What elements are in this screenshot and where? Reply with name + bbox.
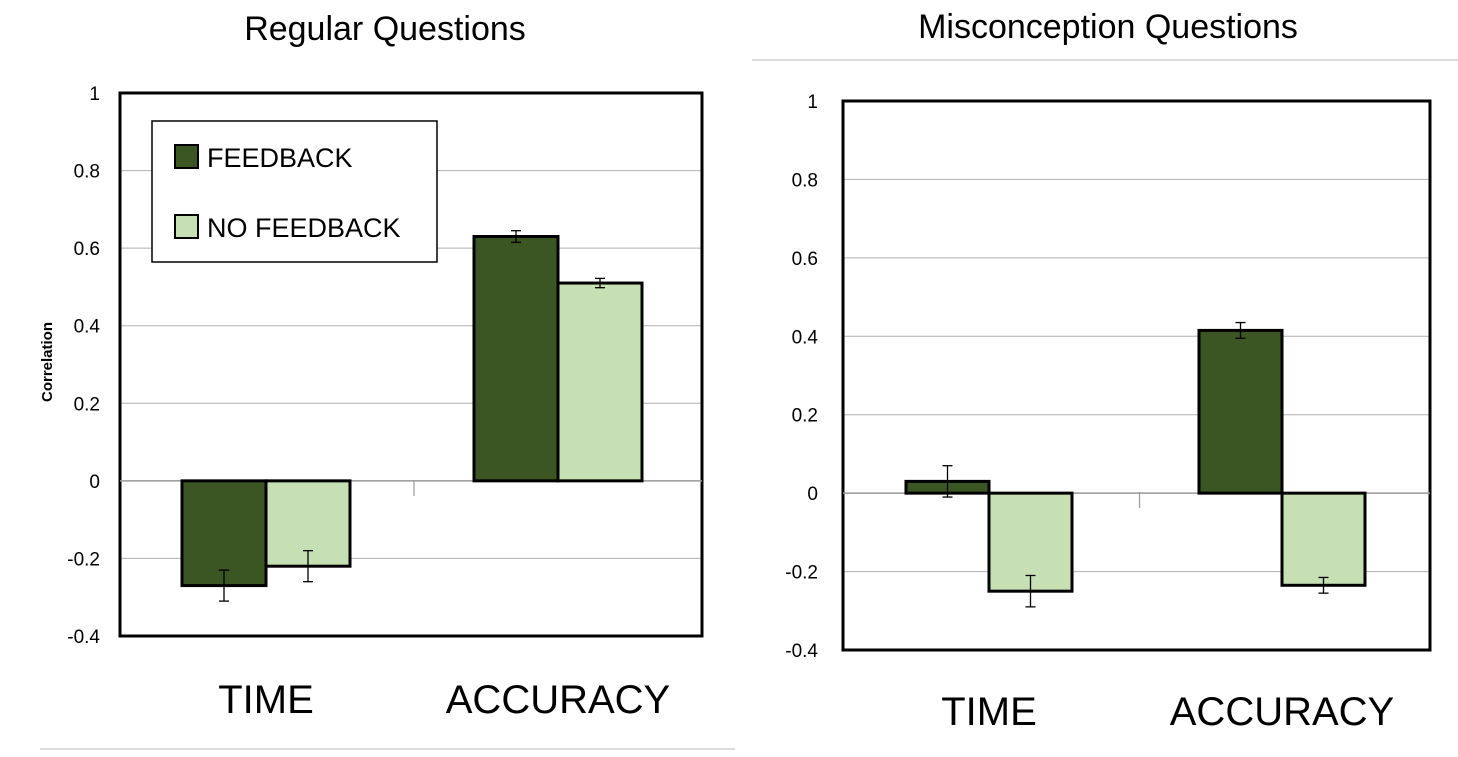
y-axis-label: Correlation (39, 322, 56, 402)
bar-no-feedback-time (987, 491, 1074, 593)
bar-feedback-accuracy (472, 235, 560, 483)
legend-swatch-feedback (174, 144, 199, 169)
x-category-label: TIME (941, 690, 1037, 734)
error-bar (511, 230, 521, 243)
y-tick-label: 1 (807, 92, 818, 113)
error-bar (219, 569, 229, 602)
y-tick-label: 0.4 (792, 327, 819, 348)
y-tick-label: -0.4 (785, 641, 818, 662)
bar-feedback-time (180, 479, 268, 588)
plot-frame (841, 99, 1432, 652)
y-tick-label: 0.2 (74, 394, 100, 415)
error-bar (595, 277, 605, 289)
legend-label-feedback: FEEDBACK (207, 143, 353, 173)
bar-no-feedback-accuracy (556, 281, 644, 483)
y-tick-label: 0.2 (792, 406, 818, 427)
y-tick-label: -0.2 (67, 549, 100, 570)
error-bar (942, 465, 953, 498)
error-bar (1318, 576, 1329, 594)
legend: FEEDBACK NO FEEDBACK (151, 120, 438, 263)
y-tick-label: 0.4 (74, 317, 101, 338)
chart-title: Regular Questions (244, 10, 526, 48)
x-category-label: ACCURACY (1170, 690, 1394, 734)
legend-swatch-no-feedback (174, 214, 199, 239)
plot-frame (118, 91, 704, 638)
y-tick-label: 0.8 (792, 170, 818, 191)
y-tick-label: 0.8 (74, 162, 100, 183)
error-bar (1025, 574, 1036, 608)
legend-label-no-feedback: NO FEEDBACK (207, 213, 401, 243)
error-bar (303, 550, 313, 583)
y-tick-label: 0 (89, 472, 100, 493)
legend-box (151, 120, 438, 263)
misconception-questions-chart: Misconception Questions 1 0.8 0.6 0.4 0.2 0 -0… (785, 8, 1432, 734)
error-bar (1235, 321, 1246, 339)
y-tick-label: -0.4 (67, 627, 100, 648)
regular-questions-chart: Regular Questions 1 0.8 0.6 0.4 0.2 0 -0.2 -0.4… (39, 10, 704, 722)
bar-feedback-accuracy (1197, 328, 1284, 495)
x-category-label: ACCURACY (446, 678, 670, 722)
x-category-label: TIME (218, 678, 314, 722)
y-tick-label: 1 (89, 84, 100, 105)
y-tick-label: 0 (807, 484, 818, 505)
bar-no-feedback-accuracy (1280, 491, 1367, 587)
y-tick-label: 0.6 (792, 249, 818, 270)
y-tick-label: -0.2 (785, 563, 818, 584)
y-tick-label: 0.6 (74, 239, 100, 260)
chart-title: Misconception Questions (918, 8, 1298, 46)
